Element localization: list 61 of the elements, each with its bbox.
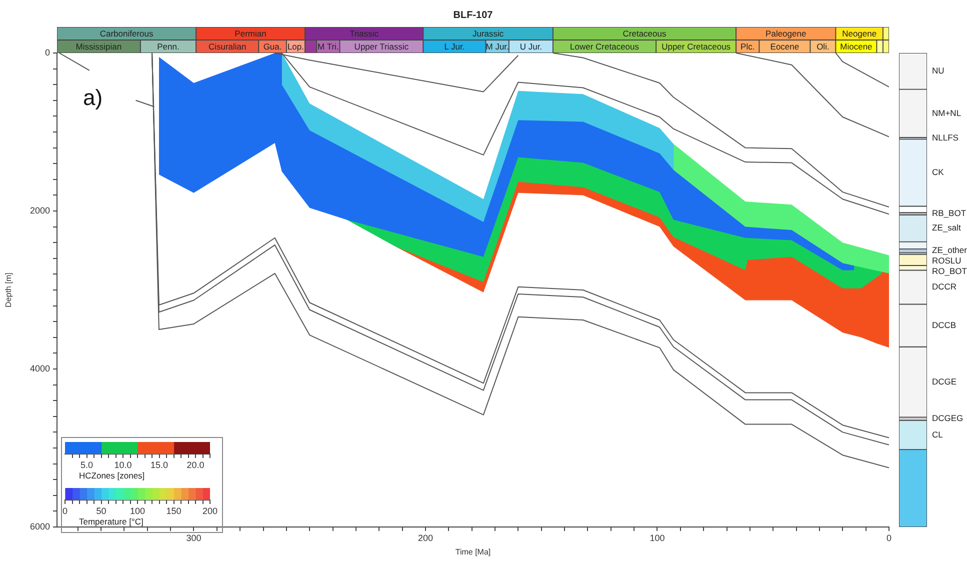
- series-label: DCCB: [932, 320, 956, 330]
- x-tick-label: 5.0: [80, 460, 94, 470]
- series-label: DCGEG: [932, 413, 964, 424]
- annotation: a): [83, 85, 103, 110]
- series-label: Penn.: [157, 41, 180, 52]
- x-tick-label: 20.0: [186, 460, 204, 470]
- y-tick-label: 0: [44, 47, 50, 58]
- series-label: Gua.: [263, 41, 282, 52]
- x-tick-label: 200: [418, 532, 434, 543]
- series-label: L Jur.: [444, 41, 465, 52]
- series-label: CK: [932, 167, 944, 178]
- x-tick-label: 150: [166, 506, 182, 516]
- series-label: Cretaceous: [622, 28, 666, 38]
- series-label: Lop.: [287, 41, 304, 52]
- y-tick-label: 4000: [30, 363, 50, 374]
- series-label: ZE_other: [932, 245, 967, 256]
- series-label: Jurassic: [472, 28, 504, 38]
- x-tick-label: 0: [62, 506, 68, 516]
- y-axis-title: Depth [m]: [4, 272, 14, 308]
- x-tick-label: 15.0: [150, 460, 168, 470]
- series-label: Mississipian: [76, 41, 122, 52]
- series-label: Permian: [234, 28, 267, 38]
- series-label: NU: [932, 66, 944, 76]
- series-label: ROSLU: [932, 256, 962, 266]
- series-label: Miocene: [840, 41, 873, 52]
- series-label: Neogene: [842, 28, 877, 38]
- series-label: RO_BOT: [932, 266, 967, 276]
- x-axis-title: Temperature [°C]: [79, 516, 144, 527]
- x-tick-label: 200: [202, 506, 218, 516]
- x-tick-label: 100: [130, 506, 146, 516]
- series-label: M Tri.: [318, 41, 339, 52]
- series-label: Paleogene: [766, 28, 806, 38]
- series-label: RB_BOT: [932, 208, 966, 218]
- series-label: U Jur.: [520, 41, 542, 52]
- series-label: M Jur.: [486, 41, 509, 52]
- y-tick-label: 6000: [30, 521, 50, 532]
- series-label: DCCR: [932, 282, 957, 292]
- series-label: Plc.: [740, 41, 755, 52]
- series-label: Triassic: [350, 28, 380, 38]
- colorbar-panel: 5.0 10.0 15.0 20.0 HCZones [zones] 0 50 100 150 200 Temperature [°C]: [61, 437, 223, 533]
- y-tick-label: 2000: [30, 205, 50, 216]
- series-label: Carboniferous: [100, 28, 154, 38]
- series-label: CL: [932, 429, 944, 440]
- series-label: ZE_salt: [932, 222, 962, 233]
- series-label: NLLFS: [932, 132, 959, 143]
- series-label: Upper Cretaceous: [662, 41, 731, 52]
- x-tick-label: 50: [96, 506, 106, 516]
- x-axis-title: Time [Ma]: [455, 547, 491, 556]
- series-label: Cisuralian: [208, 41, 247, 52]
- series-label: Upper Triassic: [354, 41, 410, 52]
- chart-title: BLF-107: [453, 10, 494, 21]
- x-tick-label: 300: [186, 532, 202, 543]
- series-label: Oli.: [816, 41, 830, 52]
- series-label: NM+NL: [932, 108, 962, 118]
- series-label: Lower Cretaceous: [570, 41, 640, 52]
- series-label: Eocene: [770, 41, 800, 52]
- x-tick-label: 0: [886, 532, 892, 543]
- x-tick-label: 10.0: [114, 460, 132, 470]
- x-tick-label: 100: [650, 532, 665, 543]
- x-axis-title: HCZones [zones]: [79, 470, 145, 481]
- series-label: DCGE: [932, 376, 957, 386]
